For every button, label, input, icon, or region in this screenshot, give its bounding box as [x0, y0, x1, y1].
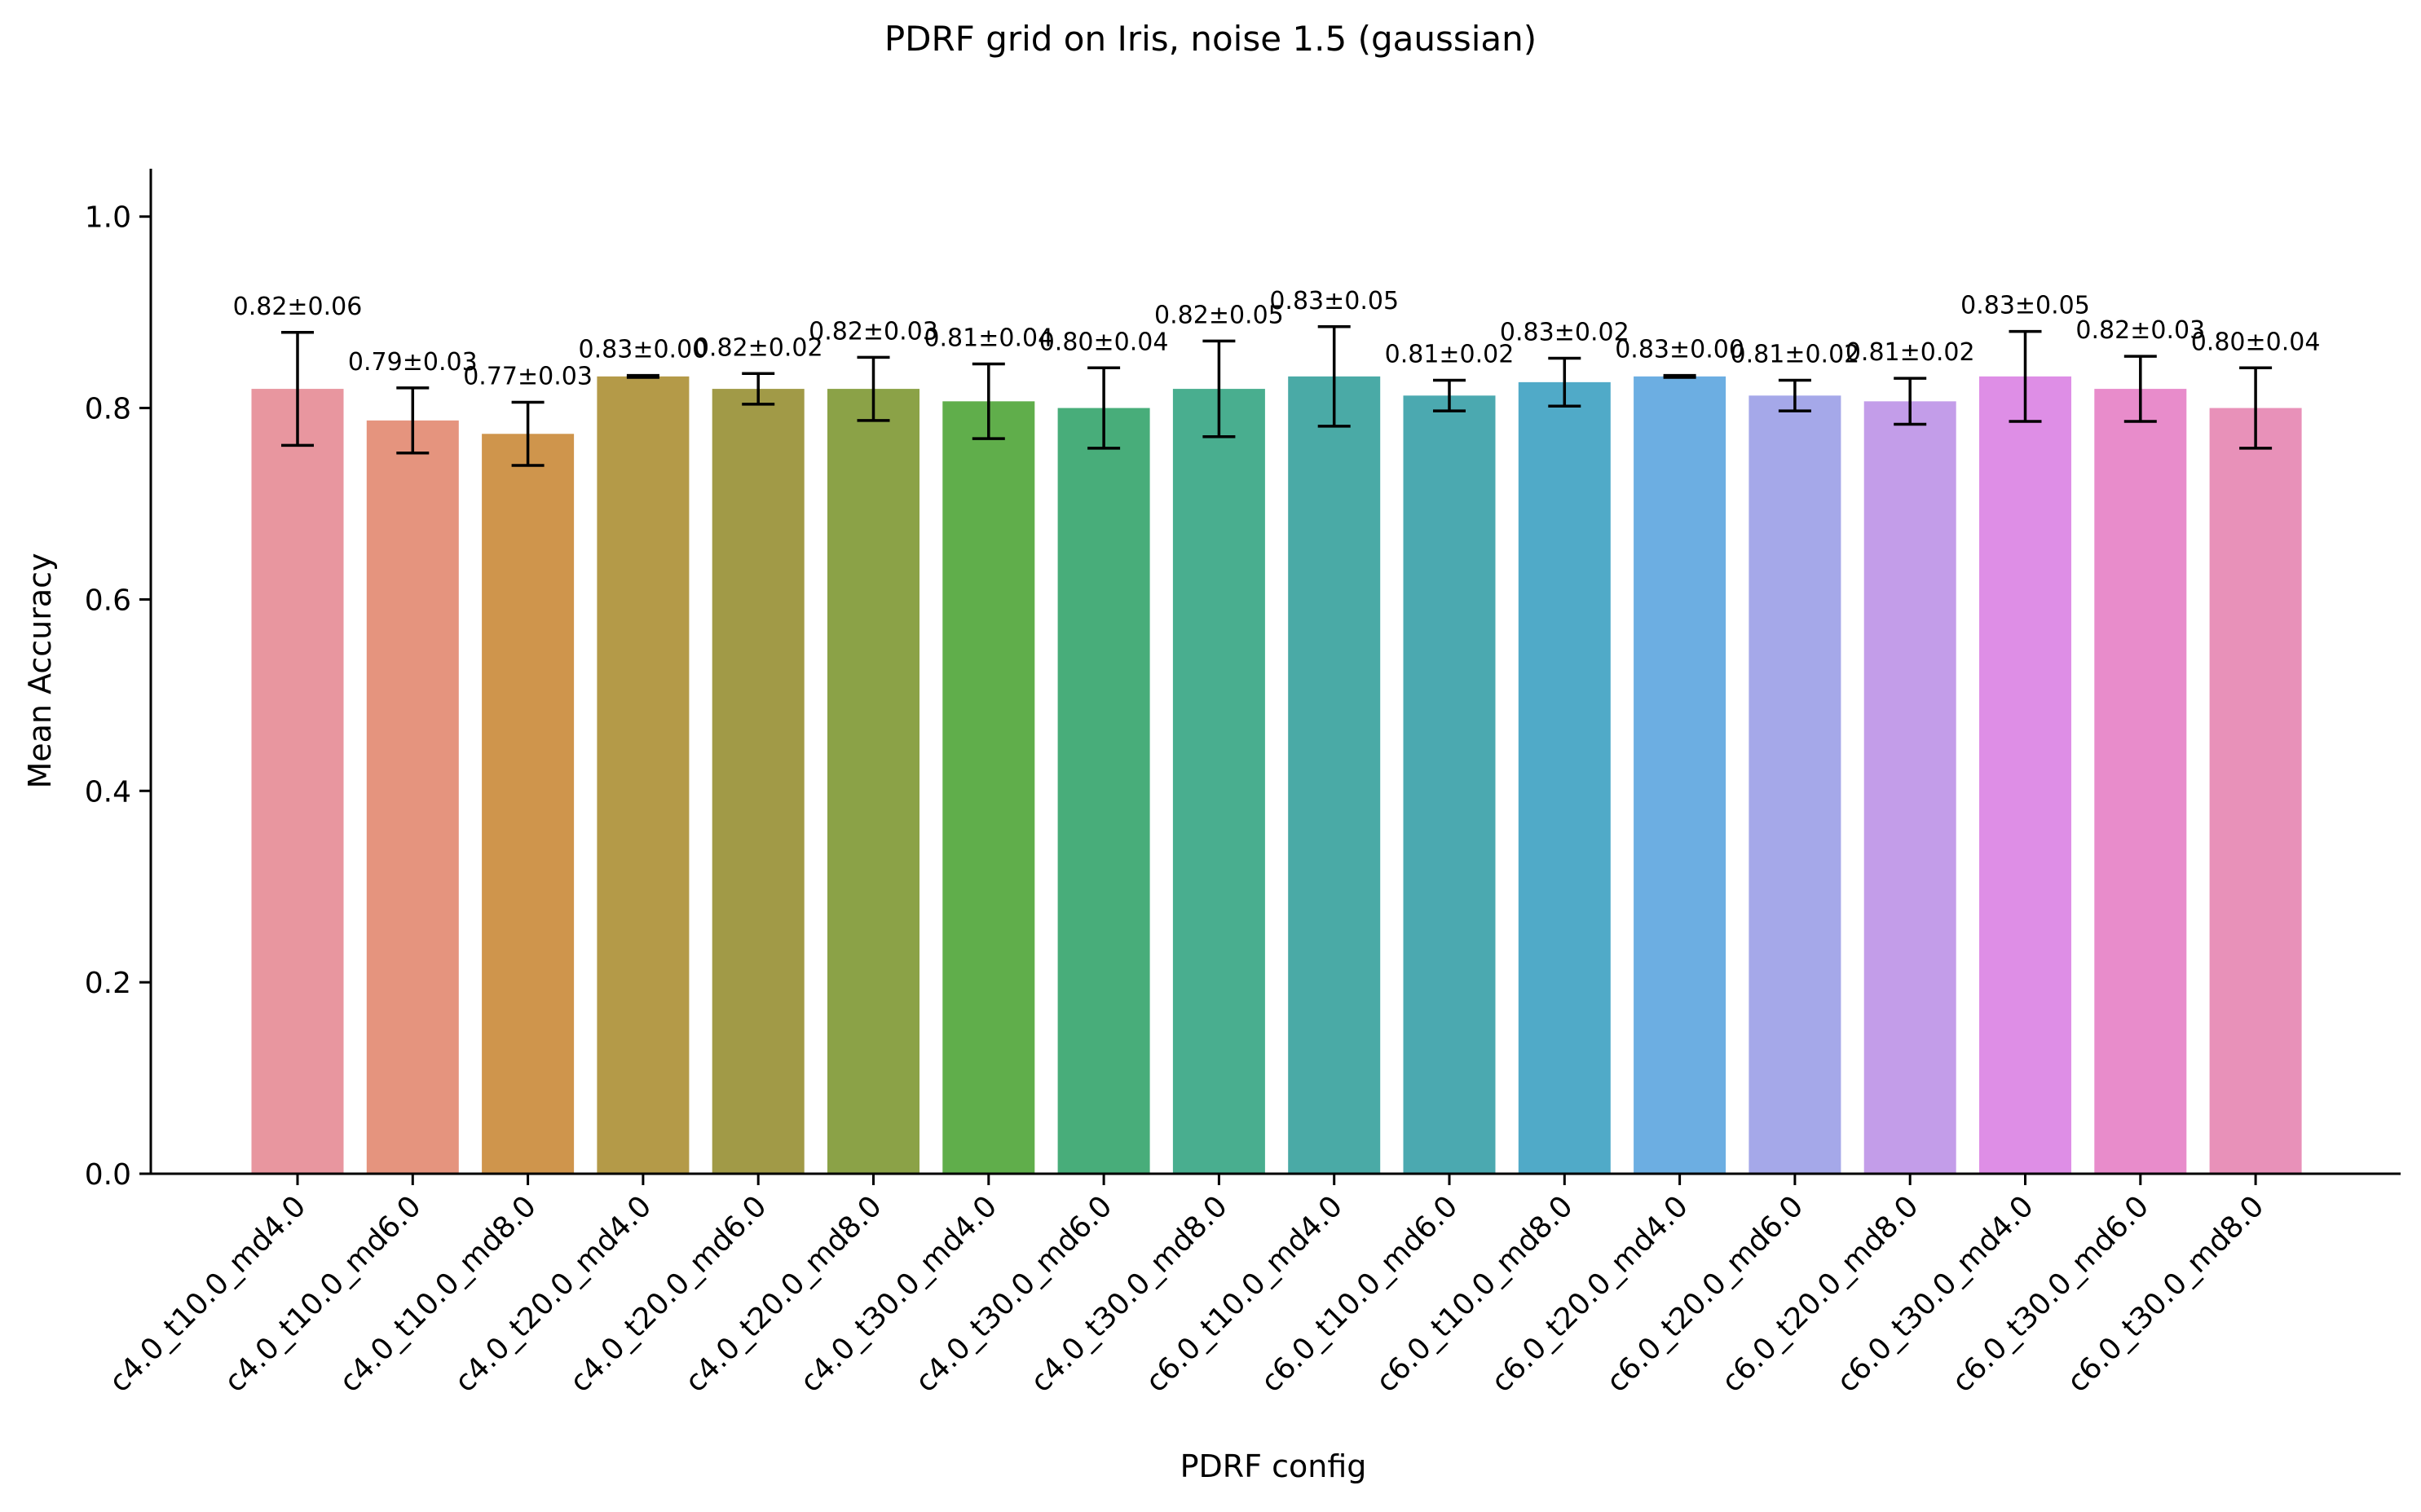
- error-bar: [1317, 325, 1351, 428]
- x-axis-label: PDRF config: [1180, 1448, 1367, 1484]
- y-ticks-layer: 0.0 0.2 0.4 0.6 0.8 1.0: [85, 201, 151, 1192]
- bar: [366, 420, 459, 1174]
- bar: [827, 389, 919, 1175]
- y-tick-label: 0.4: [85, 775, 131, 809]
- bars-layer: [251, 376, 2302, 1175]
- error-bar: [2009, 329, 2042, 423]
- data-label: 0.80±0.04: [1039, 328, 1169, 356]
- error-bar: [1548, 356, 1581, 408]
- y-tick-label: 1.0: [85, 201, 131, 235]
- x-tick-label: c6.0_t20.0_md6.0: [1600, 1189, 1810, 1399]
- data-label: 0.82±0.03: [2075, 316, 2205, 345]
- x-tick-label: c6.0_t10.0_md8.0: [1370, 1189, 1580, 1399]
- bar: [942, 401, 1035, 1174]
- data-label: 0.77±0.03: [463, 363, 593, 391]
- x-tick-label: c4.0_t30.0_md4.0: [794, 1189, 1003, 1399]
- error-bar: [857, 355, 890, 422]
- error-bars-layer: [281, 325, 2273, 467]
- bar: [1057, 408, 1150, 1175]
- x-tick-label: c4.0_t30.0_md6.0: [909, 1189, 1118, 1399]
- data-labels-layer: 0.82±0.060.79±0.030.77±0.030.83±0.000.82…: [233, 287, 2321, 391]
- error-bar: [742, 372, 775, 406]
- x-tick-label: c6.0_t30.0_md6.0: [1946, 1189, 2155, 1399]
- x-tick-label: c6.0_t30.0_md8.0: [2061, 1189, 2270, 1399]
- data-label: 0.81±0.02: [1846, 338, 1975, 367]
- error-bar: [972, 362, 1005, 440]
- error-bar: [1202, 339, 1236, 439]
- data-label: 0.82±0.03: [809, 317, 938, 346]
- bar: [1634, 376, 1726, 1174]
- error-bar: [396, 386, 430, 455]
- error-bar: [1433, 378, 1466, 412]
- error-bar: [2239, 366, 2273, 450]
- x-tick-label: c6.0_t20.0_md4.0: [1485, 1189, 1695, 1399]
- bar: [1403, 395, 1496, 1174]
- y-axis-label: Mean Accuracy: [22, 553, 58, 788]
- error-bar: [1087, 366, 1121, 450]
- data-label: 0.81±0.04: [924, 324, 1053, 353]
- x-tick-label: c4.0_t20.0_md6.0: [564, 1189, 774, 1399]
- bar: [597, 376, 690, 1174]
- data-label: 0.82±0.05: [1154, 301, 1284, 329]
- error-bar: [2123, 355, 2157, 423]
- bar: [1172, 389, 1265, 1175]
- bar: [1288, 376, 1381, 1174]
- bar: [2094, 389, 2187, 1175]
- data-label: 0.80±0.04: [2191, 328, 2321, 356]
- error-bar: [1894, 377, 1927, 426]
- bar: [2209, 408, 2302, 1175]
- data-label: 0.81±0.02: [1385, 341, 1515, 369]
- data-label: 0.81±0.02: [1731, 341, 1860, 369]
- data-label: 0.83±0.02: [1500, 319, 1629, 347]
- y-tick-label: 0.8: [85, 393, 131, 426]
- chart-title: PDRF grid on Iris, noise 1.5 (gaussian): [884, 19, 1537, 59]
- bar: [482, 434, 575, 1174]
- error-bar: [511, 400, 545, 467]
- error-bar: [1778, 378, 1811, 412]
- x-ticks-layer: c4.0_t10.0_md4.0c4.0_t10.0_md6.0c4.0_t10…: [103, 1174, 2270, 1399]
- bar: [1518, 381, 1611, 1174]
- x-tick-label: c4.0_t20.0_md4.0: [448, 1189, 658, 1399]
- x-tick-label: c4.0_t10.0_md4.0: [103, 1189, 312, 1399]
- data-label: 0.83±0.00: [1615, 336, 1744, 364]
- y-tick-label: 0.0: [85, 1158, 131, 1192]
- x-tick-label: c4.0_t10.0_md6.0: [218, 1189, 428, 1399]
- x-tick-label: c6.0_t30.0_md4.0: [1831, 1189, 2040, 1399]
- data-label: 0.83±0.00: [579, 336, 708, 364]
- data-label: 0.82±0.02: [694, 333, 823, 362]
- y-tick-label: 0.2: [85, 967, 131, 1000]
- bar: [1748, 395, 1841, 1174]
- data-label: 0.79±0.03: [348, 348, 478, 377]
- bar: [712, 389, 805, 1175]
- bar: [251, 389, 344, 1175]
- x-tick-label: c4.0_t20.0_md8.0: [679, 1189, 889, 1399]
- x-tick-label: c4.0_t10.0_md8.0: [333, 1189, 543, 1399]
- x-tick-label: c6.0_t10.0_md6.0: [1255, 1189, 1464, 1399]
- x-tick-label: c6.0_t20.0_md8.0: [1716, 1189, 1925, 1399]
- error-bar: [281, 331, 314, 447]
- data-label: 0.83±0.05: [1960, 292, 2090, 320]
- bar: [1863, 401, 1956, 1174]
- error-bar: [1663, 373, 1696, 379]
- y-tick-label: 0.6: [85, 584, 131, 617]
- error-bar: [626, 373, 659, 379]
- data-label: 0.83±0.05: [1269, 287, 1399, 315]
- data-label: 0.82±0.06: [233, 293, 363, 321]
- x-tick-label: c4.0_t30.0_md8.0: [1025, 1189, 1234, 1399]
- x-tick-label: c6.0_t10.0_md4.0: [1140, 1189, 1349, 1399]
- bar: [1979, 376, 2071, 1174]
